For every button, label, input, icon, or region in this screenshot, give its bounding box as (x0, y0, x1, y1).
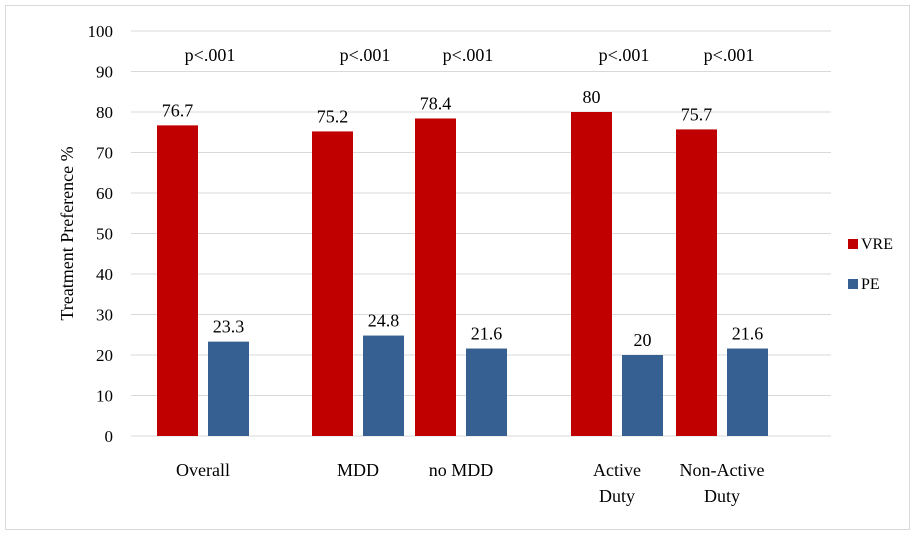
bar-pe (622, 355, 663, 436)
data-label-vre: 76.7 (162, 100, 194, 120)
data-label-pe: 20 (634, 330, 652, 350)
p-value-label: p<.001 (443, 45, 494, 65)
y-tick-label: 90 (96, 63, 113, 82)
legend-swatch-vre (848, 239, 858, 249)
chart-frame: 0 10 20 30 40 50 60 70 80 90 100 76.7 75.2 78.4 80 75.… (5, 5, 910, 530)
x-category-label: no MDD (429, 460, 494, 480)
x-category-label: Overall (176, 460, 230, 480)
bars (157, 112, 768, 437)
p-value-annotations: p<.001 p<.001 p<.001 p<.001 p<.001 (185, 45, 755, 65)
data-label-pe: 24.8 (368, 311, 400, 331)
legend-label-pe: PE (861, 276, 880, 293)
data-label-pe: 21.6 (471, 324, 503, 344)
y-tick-label: 20 (96, 346, 113, 365)
legend-swatch-pe (848, 279, 858, 289)
bar-chart: 0 10 20 30 40 50 60 70 80 90 100 76.7 75.2 78.4 80 75.… (57, 22, 893, 506)
y-tick-label: 10 (96, 387, 113, 406)
bar-pe (727, 348, 768, 436)
legend-label-vre: VRE (861, 236, 893, 253)
data-label-vre: 80 (583, 87, 601, 107)
x-category-label: Active (593, 460, 641, 480)
y-axis-ticks: 0 10 20 30 40 50 60 70 80 90 100 (88, 22, 114, 446)
p-value-label: p<.001 (185, 45, 236, 65)
bar-vre (312, 131, 353, 436)
y-tick-label: 50 (96, 225, 113, 244)
data-label-pe: 23.3 (213, 317, 245, 337)
legend: VRE PE (848, 236, 893, 293)
p-value-label: p<.001 (340, 45, 391, 65)
y-axis-title: Treatment Preference % (57, 146, 77, 320)
y-tick-label: 0 (105, 427, 114, 446)
bar-vre (157, 125, 198, 437)
y-tick-label: 40 (96, 265, 113, 284)
data-label-pe: 21.6 (732, 324, 764, 344)
x-axis-category-labels: Overall MDD no MDD Active Duty Non-Active Duty (176, 460, 764, 506)
p-value-label: p<.001 (704, 45, 755, 65)
bar-pe (466, 348, 507, 436)
x-category-label: Duty (704, 486, 740, 506)
bar-vre (676, 129, 717, 436)
x-category-label: Non-Active (680, 460, 765, 480)
y-tick-label: 60 (96, 184, 113, 203)
p-value-label: p<.001 (599, 45, 650, 65)
bar-pe (208, 341, 249, 436)
bar-pe (363, 335, 404, 436)
data-labels: 76.7 75.2 78.4 80 75.7 23.3 24.8 21.6 20 21.6 (162, 87, 764, 350)
y-tick-label: 100 (88, 22, 114, 41)
y-tick-label: 70 (96, 144, 113, 163)
data-label-vre: 75.7 (681, 104, 713, 124)
data-label-vre: 78.4 (420, 93, 452, 113)
bar-vre (571, 112, 612, 436)
bar-vre (415, 118, 456, 436)
x-category-label: Duty (599, 486, 635, 506)
y-tick-label: 80 (96, 103, 113, 122)
x-category-label: MDD (337, 460, 379, 480)
y-tick-label: 30 (96, 306, 113, 325)
data-label-vre: 75.2 (317, 106, 349, 126)
